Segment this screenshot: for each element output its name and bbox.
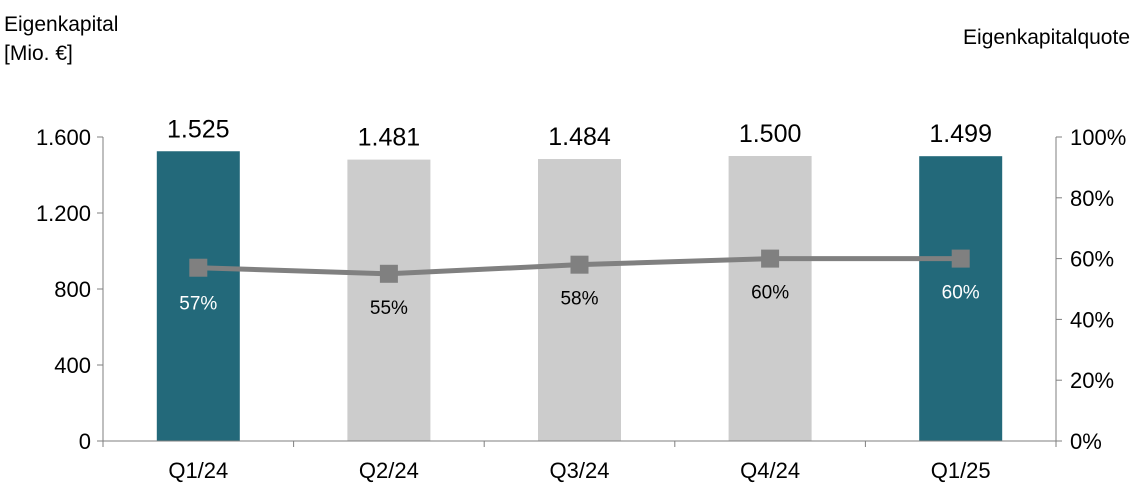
right-axis-title: Eigenkapitalquote — [963, 26, 1130, 49]
left-axis-tick-label: 400 — [54, 353, 91, 378]
right-axis-tick-label: 20% — [1070, 368, 1114, 393]
x-axis-category-label: Q1/24 — [168, 458, 228, 483]
right-axis-tick-label: 60% — [1070, 247, 1114, 272]
left-axis-title-line2: [Mio. €] — [4, 42, 73, 65]
equity-ratio-label: 60% — [942, 283, 980, 304]
bar-value-label: 1.525 — [167, 115, 230, 143]
x-axis-category-label: Q1/25 — [931, 458, 991, 483]
equity-ratio-label: 57% — [179, 294, 217, 315]
left-axis-tick-label: 1.600 — [36, 125, 91, 150]
bar-value-label: 1.500 — [739, 120, 802, 148]
x-axis-category-label: Q3/24 — [550, 458, 610, 483]
right-axis-tick-label: 80% — [1070, 186, 1114, 211]
x-axis-category-label: Q2/24 — [359, 458, 419, 483]
equity-ratio-marker — [570, 255, 589, 274]
bar-value-label: 1.481 — [358, 124, 421, 152]
left-axis-tick-label: 800 — [54, 277, 91, 302]
bar — [156, 151, 240, 441]
equity-ratio-label: 55% — [370, 298, 408, 319]
equity-ratio-marker — [379, 264, 398, 283]
bar — [538, 159, 621, 442]
equity-ratio-marker — [761, 249, 780, 268]
equity-ratio-label: 60% — [751, 283, 789, 304]
left-axis-tick-label: 0 — [79, 429, 91, 454]
bar-value-label: 1.499 — [929, 120, 992, 148]
right-axis-tick-label: 0% — [1070, 429, 1102, 454]
equity-ratio-marker — [951, 249, 970, 268]
left-axis-title-line1: Eigenkapital — [4, 13, 119, 36]
bar — [728, 156, 812, 441]
left-axis-title: Eigenkapital [Mio. €] — [4, 10, 118, 68]
equity-ratio-marker — [189, 258, 208, 277]
x-axis-category-label: Q4/24 — [740, 458, 800, 483]
right-axis-tick-label: 40% — [1070, 307, 1114, 332]
left-axis-tick-label: 1.200 — [36, 201, 91, 226]
equity-ratio-label: 58% — [560, 289, 598, 310]
bar — [919, 156, 1003, 441]
right-axis-tick-label: 100% — [1070, 125, 1126, 150]
bar-value-label: 1.484 — [548, 123, 611, 151]
bar — [347, 159, 431, 442]
